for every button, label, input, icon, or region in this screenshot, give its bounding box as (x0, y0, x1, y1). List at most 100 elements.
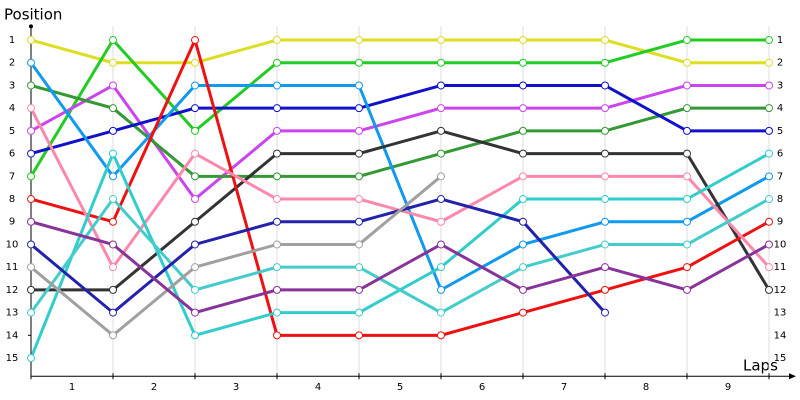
y-tick-label: 6 (9, 149, 15, 160)
data-point (765, 217, 773, 226)
data-point (355, 149, 363, 158)
y-tick-label: 8 (9, 194, 15, 205)
data-point (355, 195, 363, 204)
y-tick-label-right: 2 (777, 58, 783, 69)
data-point (191, 126, 199, 135)
data-point (273, 172, 281, 181)
data-point (191, 81, 199, 90)
data-point (765, 263, 773, 272)
data-point (683, 81, 691, 90)
data-point (27, 285, 35, 294)
data-point (437, 217, 445, 226)
data-point (27, 195, 35, 204)
data-point (191, 195, 199, 204)
data-point (191, 172, 199, 181)
y-tick-label: 5 (9, 126, 15, 137)
data-point (765, 172, 773, 181)
data-point (109, 331, 117, 340)
data-point (437, 126, 445, 135)
data-point (27, 149, 35, 158)
series-line (30, 38, 769, 65)
data-point (519, 104, 527, 113)
data-point (355, 285, 363, 294)
y-tick-label-right: 5 (777, 126, 783, 137)
data-point (27, 126, 35, 135)
series-line (30, 84, 769, 178)
data-point (601, 285, 609, 294)
data-point (191, 240, 199, 249)
data-point (601, 217, 609, 226)
data-point (519, 36, 527, 45)
y-tick-label-right: 3 (777, 80, 783, 91)
data-point (437, 195, 445, 204)
y-tick-label: 11 (6, 262, 19, 273)
data-point (519, 149, 527, 158)
data-point (519, 58, 527, 67)
data-point (765, 126, 773, 135)
data-point (683, 149, 691, 158)
data-point (437, 104, 445, 113)
data-point (437, 172, 445, 181)
y-tick-label-right: 10 (774, 239, 787, 250)
x-tick-label: 4 (315, 382, 321, 393)
y-tick-label-right: 4 (777, 103, 783, 114)
data-point (355, 308, 363, 317)
y-tick-label-right: 1 (777, 35, 783, 46)
data-point (27, 36, 35, 45)
data-point (191, 331, 199, 340)
data-point (683, 58, 691, 67)
x-axis-arrow (789, 373, 796, 380)
y-tick-label-right: 6 (777, 149, 783, 160)
series-line (30, 83, 769, 156)
y-axis-cap (29, 24, 33, 29)
data-point (109, 285, 117, 294)
data-point (355, 217, 363, 226)
data-point (273, 126, 281, 135)
data-point (765, 81, 773, 90)
data-point (109, 263, 117, 272)
data-point (683, 172, 691, 181)
data-point (27, 263, 35, 272)
data-point (765, 195, 773, 204)
data-point (191, 104, 199, 113)
y-tick-label: 1 (9, 35, 15, 46)
y-tick-label: 3 (9, 80, 15, 91)
y-tick-label: 13 (6, 308, 19, 319)
data-point (683, 285, 691, 294)
data-point (27, 354, 35, 363)
data-point (519, 308, 527, 317)
data-point (601, 263, 609, 272)
data-point (683, 195, 691, 204)
data-point (191, 149, 199, 158)
data-point (109, 172, 117, 181)
data-point (765, 58, 773, 67)
data-point (601, 104, 609, 113)
data-point (109, 195, 117, 204)
data-point (191, 308, 199, 317)
y-tick-label: 4 (9, 103, 15, 114)
x-tick-label: 5 (397, 382, 403, 393)
data-point (765, 36, 773, 45)
data-point (273, 263, 281, 272)
data-point (601, 240, 609, 249)
data-point (191, 36, 199, 45)
data-point (27, 240, 35, 249)
data-point (273, 104, 281, 113)
data-point (27, 308, 35, 317)
data-point (355, 172, 363, 181)
x-tick-label: 9 (725, 382, 731, 393)
data-point (27, 172, 35, 181)
data-point (273, 217, 281, 226)
data-point (109, 36, 117, 45)
data-point (273, 285, 281, 294)
y-tick-label: 7 (9, 171, 15, 182)
data-point (601, 172, 609, 181)
data-point (519, 217, 527, 226)
data-point (27, 104, 35, 113)
y-tick-label-right: 15 (774, 353, 787, 364)
data-point (519, 195, 527, 204)
y-tick-label-right: 14 (774, 330, 787, 341)
y-tick-label: 2 (9, 58, 15, 69)
y-tick-label: 10 (6, 239, 19, 250)
data-point (437, 240, 445, 249)
